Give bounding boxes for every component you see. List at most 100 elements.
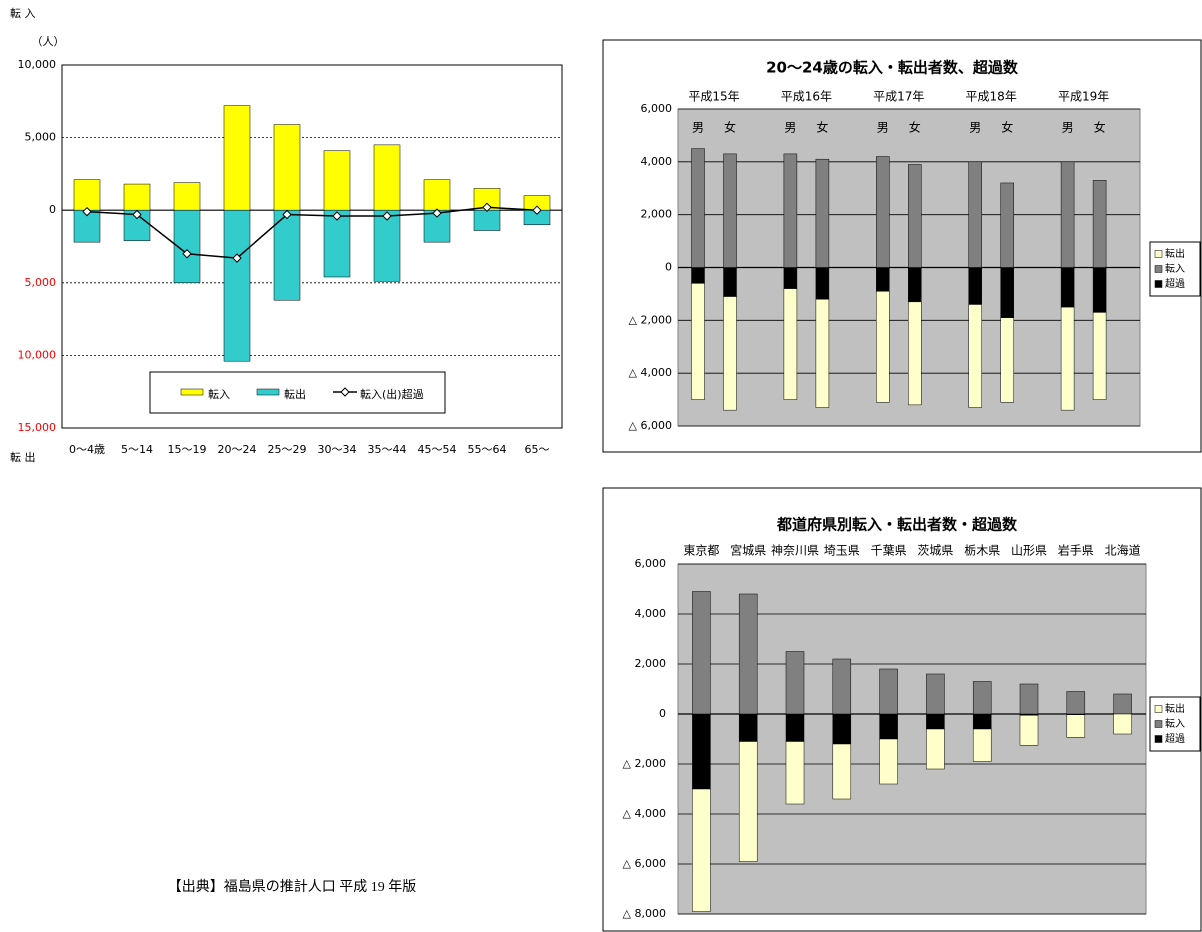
legend-label: 超過 [1165, 732, 1185, 745]
bar-segment [1000, 182, 1014, 268]
bar [223, 209, 251, 362]
line-marker [182, 249, 192, 259]
bar-segment [723, 296, 737, 411]
group-label: 平成16年 [781, 90, 832, 104]
legend-swatch [1154, 735, 1163, 743]
bar-segment [972, 728, 992, 762]
legend-label: 転入 [208, 388, 230, 401]
bar-segment [738, 593, 758, 715]
unit-label: （人） [32, 35, 65, 48]
legend-swatch [1154, 280, 1163, 288]
y-tick-label: △ 4,000 [629, 366, 672, 379]
x-tick-label: 千葉県 [871, 544, 907, 558]
y-tick-label: 0 [49, 203, 56, 216]
legend-box [149, 371, 446, 414]
bar-segment [879, 668, 898, 715]
bar [323, 150, 351, 211]
legend-label: 転入 [1165, 718, 1185, 730]
bar-segment [815, 298, 830, 408]
y-tick-label: △ 2,000 [629, 313, 672, 326]
y-tick-label: 4,000 [635, 607, 667, 620]
x-tick-label: 女 [909, 120, 921, 135]
bar-segment [783, 267, 798, 289]
bar-segment [832, 713, 852, 745]
bar-segment [1019, 683, 1039, 715]
x-tick-label: 東京都 [683, 544, 719, 558]
x-tick-label: 北海道 [1105, 543, 1141, 558]
axis-bottom-label: 転 出 [10, 450, 36, 464]
x-tick-label: 女 [1094, 120, 1106, 135]
y-tick-label: △ 6,000 [623, 857, 666, 870]
bar [73, 179, 101, 211]
x-tick-label: 女 [1001, 120, 1013, 135]
y-tick-label: △ 6,000 [629, 419, 672, 432]
y-tick-label: 4,000 [641, 155, 673, 168]
y-tick-label: 5,000 [25, 276, 57, 289]
bar-segment [1066, 714, 1086, 738]
legend-label: 転入 [1165, 263, 1185, 275]
line-marker [482, 202, 492, 213]
x-tick-label: 男 [969, 121, 981, 135]
bar-segment [738, 713, 758, 742]
bar-segment [1060, 306, 1075, 411]
group-label: 平成18年 [966, 90, 1017, 104]
x-tick-label: 25～29 [268, 443, 307, 456]
x-tick-label: 0～4歳 [69, 443, 105, 456]
bar-segment [738, 741, 758, 862]
bar-segment [972, 713, 992, 730]
x-tick-label: 男 [877, 121, 889, 135]
bar-segment [1000, 317, 1014, 403]
bar-segment [908, 301, 922, 406]
bar-segment [783, 153, 798, 268]
axis-top-label: 転 入 [10, 7, 36, 20]
x-tick-label: 45～54 [418, 443, 457, 456]
legend-swatch [1154, 705, 1163, 713]
y-tick-label: 6,000 [635, 557, 667, 570]
x-tick-label: 茨城県 [917, 544, 953, 558]
bar-segment [876, 156, 890, 268]
group-label: 平成15年 [688, 90, 739, 104]
y-tick-label: 10,000 [18, 58, 57, 71]
legend-label: 転出 [284, 387, 306, 401]
bar-segment [1060, 267, 1075, 308]
x-tick-label: 宮城県 [730, 543, 766, 558]
chart-title: 都道府県別転入・転出者数・超過数 [776, 516, 1018, 534]
x-tick-label: 女 [724, 120, 736, 135]
y-tick-label: 15,000 [18, 421, 57, 434]
line [86, 206, 538, 259]
bar-segment [1092, 180, 1107, 268]
y-tick-label: 5,000 [25, 131, 57, 144]
y-tick-label: 0 [665, 261, 672, 274]
bar-segment [972, 681, 992, 715]
bar-segment [879, 738, 898, 785]
bar-segment [1019, 715, 1039, 746]
bar [173, 182, 201, 211]
bar-segment [723, 153, 737, 268]
x-tick-label: 男 [1062, 121, 1074, 135]
plot-area [61, 64, 563, 429]
bar-segment [926, 713, 945, 730]
x-tick-label: 30～34 [318, 443, 357, 456]
bar-segment [691, 148, 705, 268]
bar-segment [692, 713, 711, 790]
bar [373, 209, 401, 282]
legend-swatch [1154, 720, 1163, 728]
bar-segment [691, 283, 705, 400]
legend-swatch [1154, 250, 1163, 258]
bar [273, 209, 301, 301]
x-tick-label: 山形県 [1011, 544, 1047, 558]
chart-title: 20～24歳の転入・転出者数、超過数 [766, 59, 1019, 77]
bar-segment [815, 267, 830, 300]
bar-segment [968, 304, 982, 408]
x-tick-label: 男 [784, 121, 796, 135]
x-tick-label: 女 [816, 120, 828, 135]
bar-segment [908, 267, 922, 303]
line-marker [382, 211, 392, 221]
bar-segment [783, 288, 798, 400]
bar-segment [1092, 312, 1107, 400]
bar-segment [1113, 693, 1132, 715]
bar-segment [1113, 713, 1132, 735]
bar-segment [832, 743, 852, 800]
x-tick-label: 埼玉県 [824, 544, 860, 558]
